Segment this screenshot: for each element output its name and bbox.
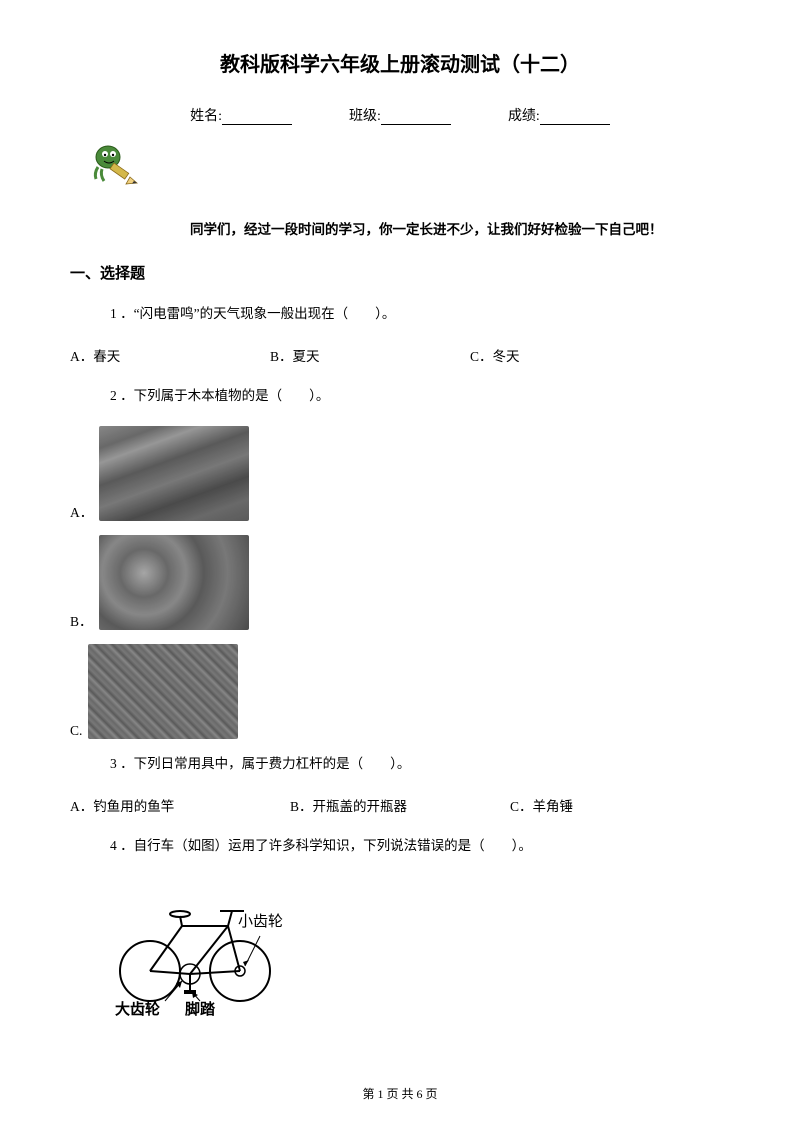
q3-option-b: B．开瓶盖的开瓶器 — [290, 795, 510, 815]
q2-option-a: A． — [70, 426, 730, 521]
name-label: 姓名: — [190, 105, 222, 125]
q3-option-a: A．钓鱼用的鱼竿 — [70, 795, 290, 815]
q1-option-c: C．冬天 — [470, 345, 670, 365]
question-1: 1 ．“闪电雷鸣”的天气现象一般出现在（ ）。 — [110, 303, 730, 325]
question-2: 2 ．下列属于木本植物的是（ ）。 — [110, 385, 730, 407]
question-4: 4 ．自行车（如图）运用了许多科学知识，下列说法错误的是（ ）。 — [110, 835, 730, 857]
page-footer: 第 1 页 共 6 页 — [0, 1085, 800, 1102]
bicycle-diagram: 小齿轮 大齿轮 脚踏 — [110, 886, 290, 1016]
q2-option-c: C. — [70, 644, 730, 739]
q2-b-label: B． — [70, 610, 93, 630]
q2-option-b: B． — [70, 535, 730, 630]
intro-text: 同学们，经过一段时间的学习，你一定长进不少，让我们好好检验一下自己吧！ — [190, 218, 730, 238]
q1-option-a: A．春天 — [70, 345, 270, 365]
class-blank[interactable] — [381, 111, 451, 125]
pencil-icon — [90, 143, 140, 193]
name-blank[interactable] — [222, 111, 292, 125]
small-gear-label: 小齿轮 — [238, 913, 283, 930]
info-row: 姓名: 班级: 成绩: — [70, 105, 730, 125]
q3-option-c: C．羊角锤 — [510, 795, 710, 815]
q1-options: A．春天 B．夏天 C．冬天 — [70, 345, 730, 365]
q2-a-label: A． — [70, 501, 93, 521]
section-header-1: 一、选择题 — [70, 262, 730, 283]
q2-c-label: C. — [70, 723, 82, 739]
plant-image-b — [99, 535, 249, 630]
q3-options: A．钓鱼用的鱼竿 B．开瓶盖的开瓶器 C．羊角锤 — [70, 795, 730, 815]
score-label: 成绩: — [508, 105, 540, 125]
q1-option-b: B．夏天 — [270, 345, 470, 365]
page-title: 教科版科学六年级上册滚动测试（十二） — [70, 48, 730, 77]
question-3: 3 ．下列日常用具中，属于费力杠杆的是（ ）。 — [110, 753, 730, 775]
big-gear-label: 大齿轮 — [115, 1000, 160, 1016]
class-label: 班级: — [349, 105, 381, 125]
plant-image-a — [99, 426, 249, 521]
pedal-label: 脚踏 — [185, 1000, 216, 1016]
score-blank[interactable] — [540, 111, 610, 125]
plant-image-c — [88, 644, 238, 739]
